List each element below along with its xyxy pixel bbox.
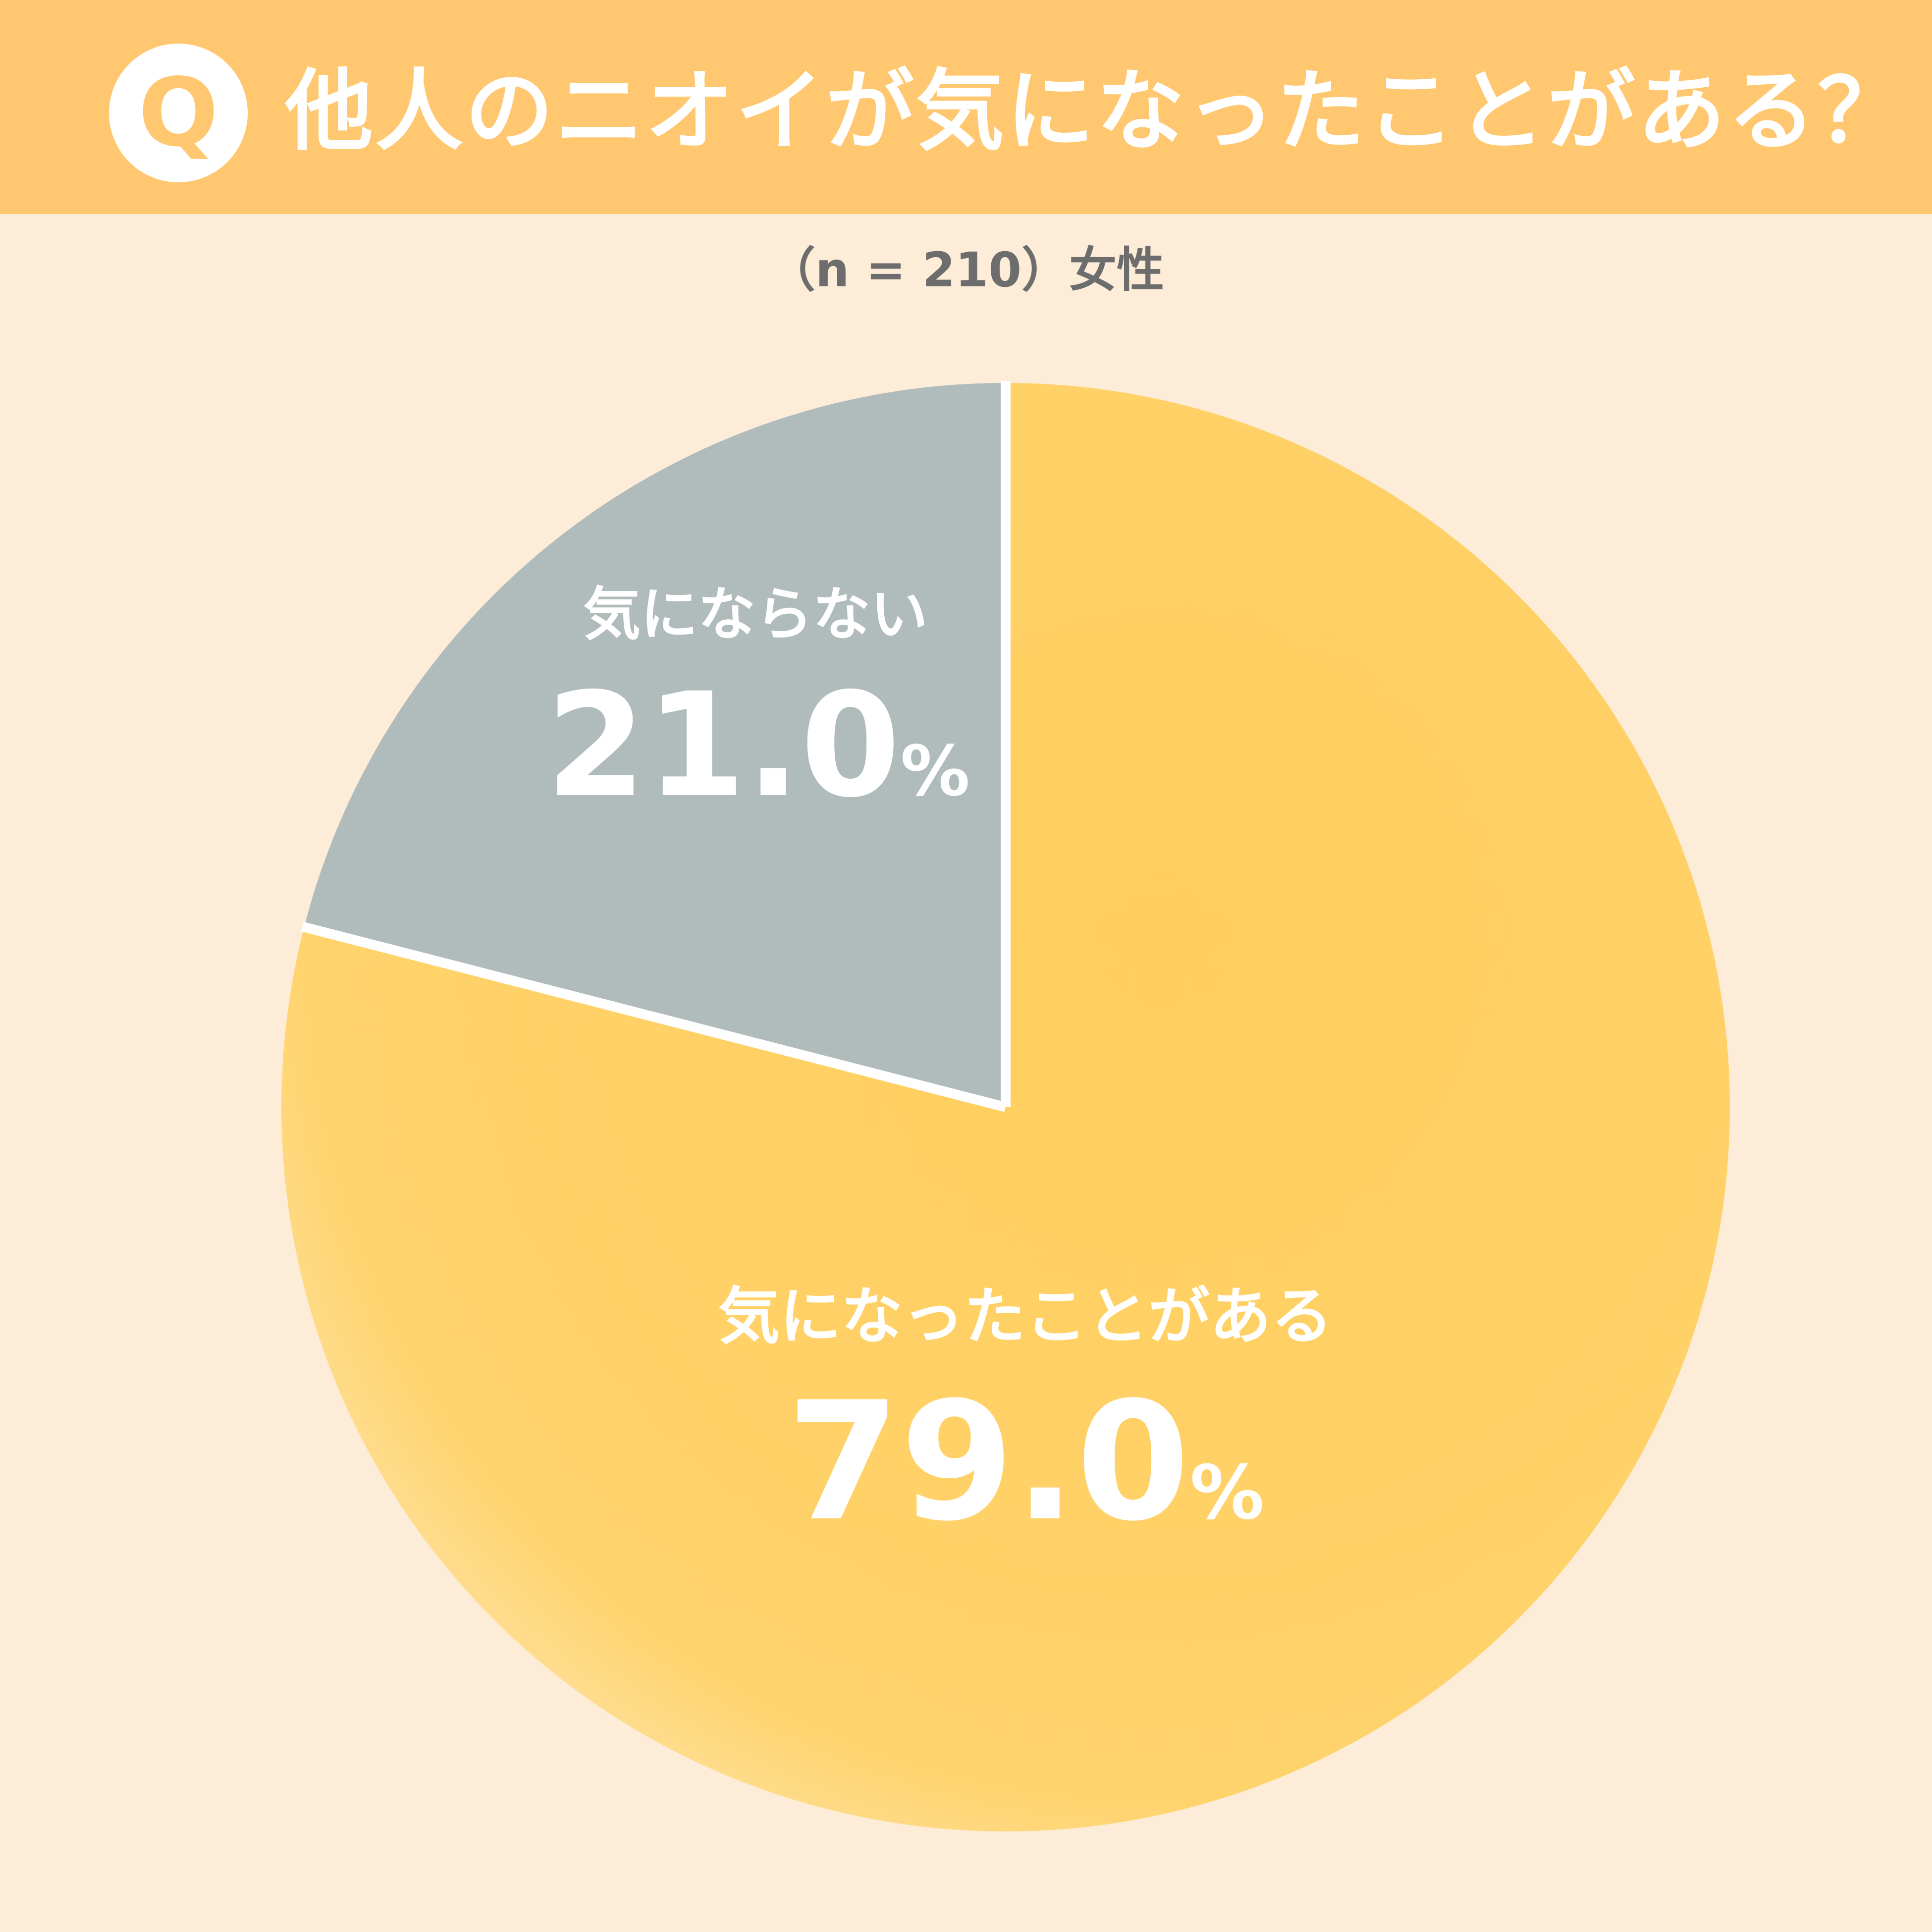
pie-slice-no xyxy=(304,383,1006,1107)
slice-value-yes: 79.0% xyxy=(787,1367,1265,1557)
header-band: Q 他人のニオイが気になったことがある？ xyxy=(0,0,1932,214)
question-badge-letter: Q xyxy=(138,58,218,167)
slice-label-no: 気にならない xyxy=(583,581,928,648)
slice-separator xyxy=(301,921,1007,1112)
slice-value-no: 21.0% xyxy=(546,662,970,829)
sample-size-note: （n = 210）女性 xyxy=(767,242,1164,298)
slice-label-yes: 気になったことがある xyxy=(718,1281,1333,1352)
chart-title: 他人のニオイが気になったことがある？ xyxy=(285,60,1908,162)
question-badge: Q xyxy=(109,44,248,182)
